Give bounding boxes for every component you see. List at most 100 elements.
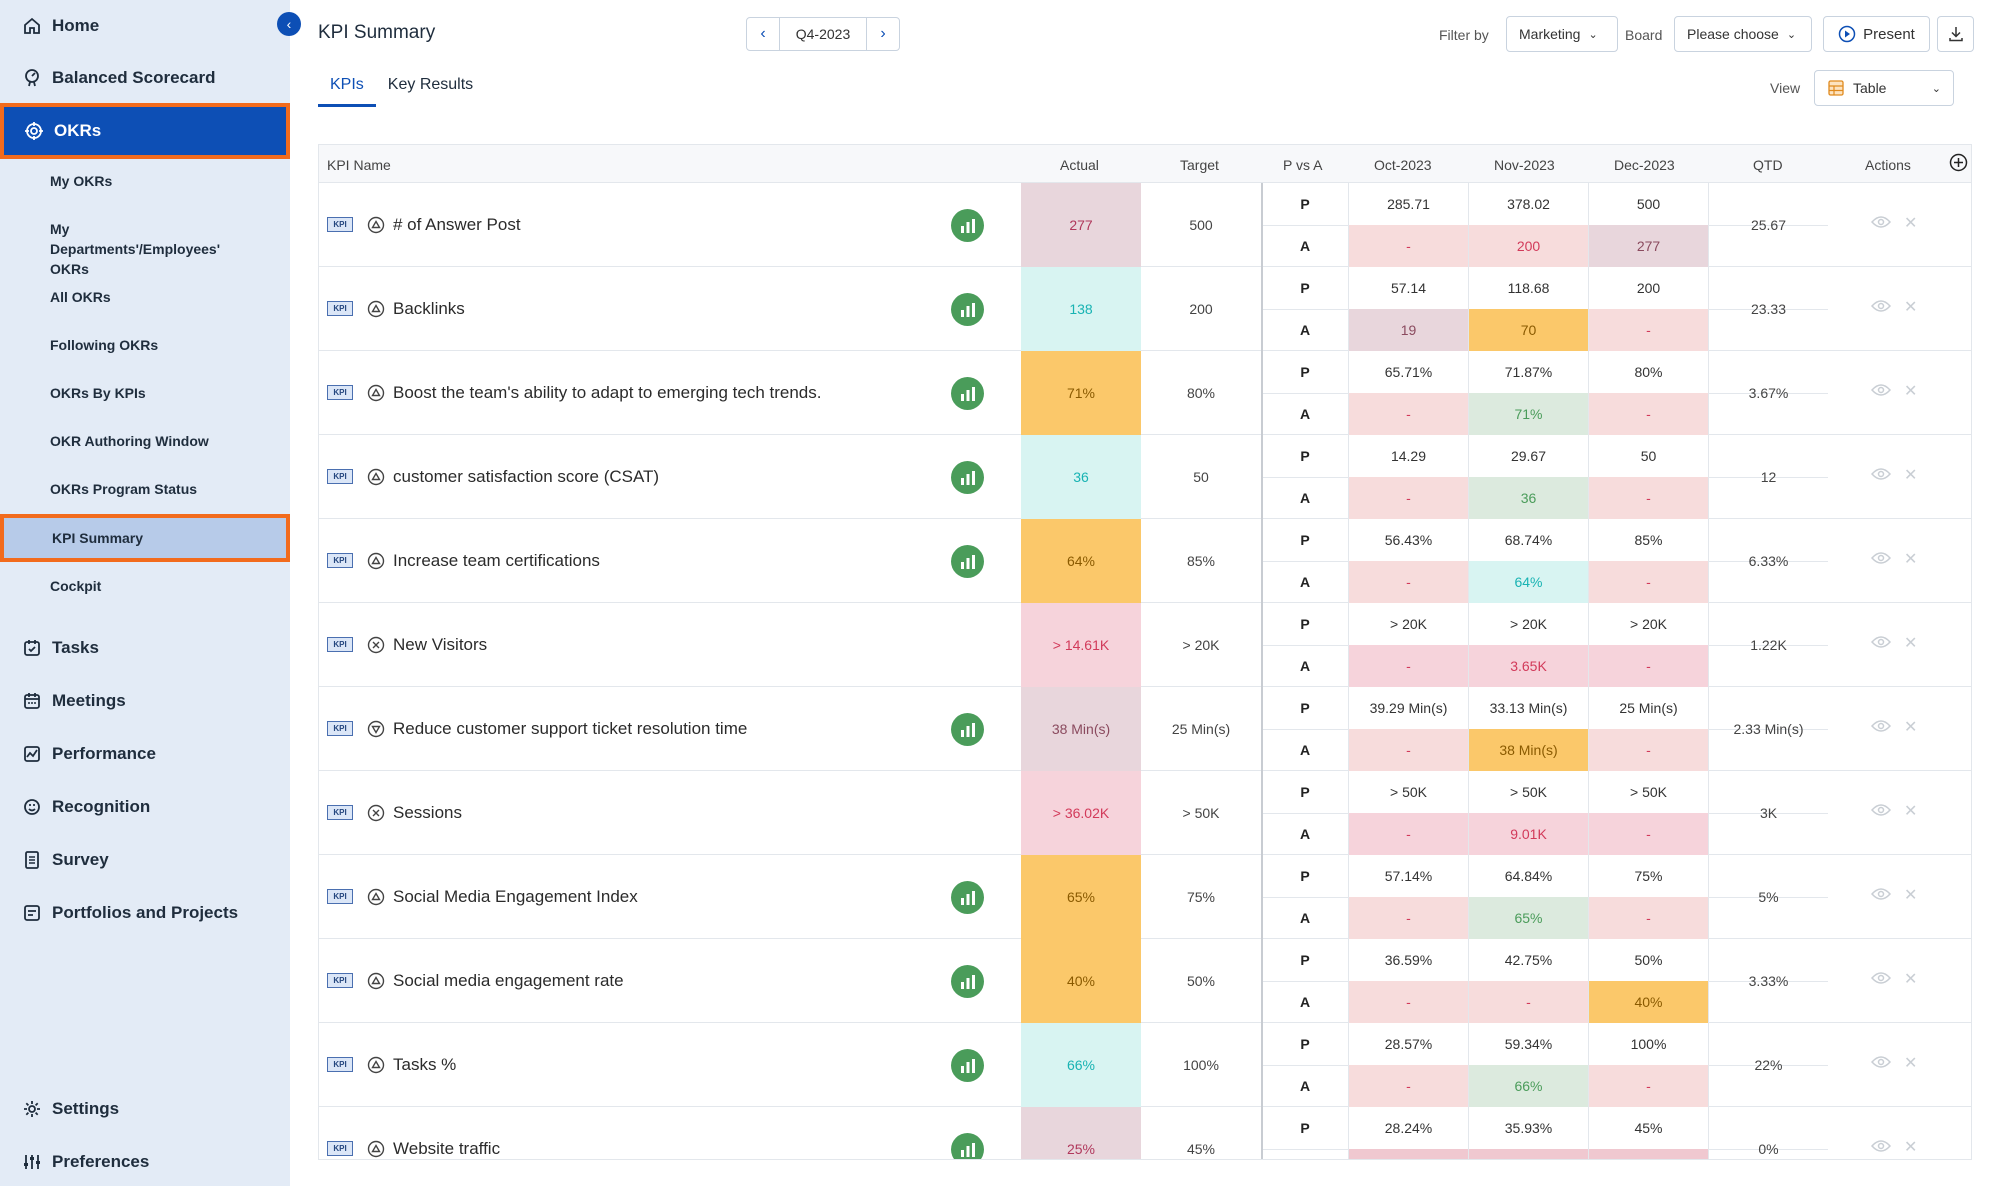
nav-recognition[interactable]: Recognition [0, 781, 290, 833]
close-icon[interactable]: ✕ [1904, 383, 1918, 400]
sub-all-okrs[interactable]: All OKRs [50, 289, 111, 305]
nav-portfolios-projects[interactable]: Portfolios and Projects [0, 887, 290, 939]
sub-my-departments-okrs[interactable]: My Departments'/Employees' OKRs [50, 221, 221, 277]
table-row[interactable]: KPI Social media engagement rate 40% 50% P A 3… [319, 939, 1971, 1023]
eye-icon[interactable] [1870, 551, 1892, 570]
sub-kpi-summary[interactable]: KPI Summary [0, 514, 290, 562]
trend-chart-icon[interactable] [951, 461, 984, 494]
close-icon[interactable]: ✕ [1904, 299, 1918, 316]
sub-okr-authoring-window[interactable]: OKR Authoring Window [50, 433, 209, 449]
eye-icon[interactable] [1870, 1055, 1892, 1074]
table-row[interactable]: KPI Increase team certifications 64% 85% P A 5… [319, 519, 1971, 603]
kpi-name[interactable]: Tasks % [393, 1055, 457, 1074]
kpi-name[interactable]: Website traffic [393, 1139, 501, 1158]
sub-cockpit[interactable]: Cockpit [50, 578, 102, 594]
trend-chart-icon[interactable] [951, 209, 984, 242]
sub-my-okrs[interactable]: My OKRs [50, 173, 113, 189]
sub-following-okrs[interactable]: Following OKRs [50, 337, 159, 353]
tab-kpis[interactable]: KPIs [318, 74, 376, 107]
close-icon[interactable]: ✕ [1904, 1139, 1918, 1156]
table-row[interactable]: KPI Sessions > 36.02K > 50K P A > 50K - > 50K 9.0… [319, 771, 1971, 855]
eye-icon[interactable] [1870, 635, 1892, 654]
board-dropdown[interactable]: Please choose ⌄ [1674, 16, 1812, 52]
eye-icon[interactable] [1870, 1139, 1892, 1158]
kpi-name[interactable]: Social media engagement rate [393, 971, 624, 990]
nav-meetings[interactable]: Meetings [0, 675, 290, 727]
table-row[interactable]: KPI Reduce customer support ticket resolu… [319, 687, 1971, 771]
minimize-direction-icon [367, 720, 385, 738]
actual-cell: 9.01K [1468, 813, 1588, 855]
trend-chart-icon[interactable] [951, 965, 984, 998]
table-row[interactable]: KPI # of Answer Post 277 500 P A 285.71-378.02… [319, 183, 1971, 267]
download-button[interactable] [1937, 16, 1974, 52]
target-value: 100% [1183, 1057, 1219, 1073]
eye-icon[interactable] [1870, 299, 1892, 318]
prev-period-button[interactable]: ‹ [760, 25, 766, 42]
close-icon[interactable]: ✕ [1904, 467, 1918, 484]
eye-icon[interactable] [1870, 467, 1892, 486]
maximize-direction-icon [367, 888, 385, 906]
eye-icon[interactable] [1870, 971, 1892, 990]
kpi-name[interactable]: customer satisfaction score (CSAT) [393, 467, 660, 486]
nav-settings[interactable]: Settings [0, 1083, 290, 1135]
kpi-name[interactable]: Reduce customer support ticket resolutio… [393, 719, 748, 738]
kpi-name[interactable]: Social Media Engagement Index [393, 887, 638, 906]
kpi-name[interactable]: # of Answer Post [393, 215, 521, 234]
tab-key-results[interactable]: Key Results [387, 76, 474, 93]
nav-home[interactable]: Home [0, 0, 290, 52]
table-row[interactable]: KPI customer satisfaction score (CSAT) 36 5… [319, 435, 1971, 519]
trend-chart-icon[interactable] [951, 377, 984, 410]
kpi-name[interactable]: Boost the team's ability to adapt to eme… [393, 383, 822, 402]
plan-cell: 85% [1588, 519, 1708, 561]
close-icon[interactable]: ✕ [1904, 971, 1918, 988]
nav-tasks[interactable]: Tasks [0, 622, 290, 674]
close-icon[interactable]: ✕ [1904, 887, 1918, 904]
table-row[interactable]: KPI Backlinks 138 200 P A 57.14 19 118.68 70 200-2… [319, 267, 1971, 351]
table-row[interactable]: KPI Boost the team's ability to adapt to … [319, 351, 1971, 435]
kpi-name[interactable]: Backlinks [393, 299, 465, 318]
eye-icon[interactable] [1870, 383, 1892, 402]
close-icon[interactable]: ✕ [1904, 551, 1918, 568]
close-icon[interactable]: ✕ [1904, 719, 1918, 736]
eye-icon[interactable] [1870, 719, 1892, 738]
collapse-sidebar-button[interactable]: ‹ [277, 12, 301, 36]
period-value: Q4-2023 [779, 18, 867, 50]
plan-label: P [1300, 700, 1310, 716]
close-icon[interactable]: ✕ [1904, 803, 1918, 820]
trend-chart-icon[interactable] [951, 1049, 984, 1082]
filter-dropdown[interactable]: Marketing ⌄ [1506, 16, 1618, 52]
present-button[interactable]: Present [1823, 16, 1930, 52]
eye-icon[interactable] [1870, 803, 1892, 822]
view-label: View [1770, 80, 1801, 96]
close-icon[interactable]: ✕ [1904, 215, 1918, 232]
nav-okrs[interactable]: OKRs [0, 103, 290, 159]
table-row[interactable]: KPI New Visitors > 14.61K > 20K P A > 20K - > 20… [319, 603, 1971, 687]
nav-balanced-scorecard[interactable]: Balanced Scorecard [0, 52, 290, 104]
kpi-name[interactable]: New Visitors [393, 635, 488, 654]
trend-chart-icon[interactable] [951, 1133, 984, 1159]
nav-preferences[interactable]: Preferences [0, 1136, 290, 1186]
table-row[interactable]: KPI Social Media Engagement Index 65% 75% P A… [319, 855, 1971, 939]
eye-icon[interactable] [1870, 215, 1892, 234]
sub-okrs-program-status[interactable]: OKRs Program Status [50, 481, 198, 497]
trend-chart-icon[interactable] [951, 293, 984, 326]
sub-okrs-by-kpis[interactable]: OKRs By KPIs [50, 385, 146, 401]
add-column-icon[interactable] [1949, 153, 1968, 172]
eye-icon[interactable] [1870, 887, 1892, 906]
nav-performance[interactable]: Performance [0, 728, 290, 780]
table-row[interactable]: KPI Tasks % 66% 100% P A 28.57% -59.34% 66% 100% -… [319, 1023, 1971, 1107]
actual-value: 65% [1021, 855, 1141, 939]
nav-survey[interactable]: Survey [0, 834, 290, 886]
trend-chart-icon[interactable] [951, 713, 984, 746]
kpi-name[interactable]: Increase team certifications [393, 551, 600, 570]
kpi-name[interactable]: Sessions [393, 803, 462, 822]
trend-chart-icon[interactable] [951, 881, 984, 914]
view-dropdown[interactable]: Table ⌄ [1814, 70, 1954, 106]
trend-chart-icon[interactable] [951, 545, 984, 578]
actual-cell: 71% [1468, 393, 1588, 435]
actual-cell [1588, 1149, 1708, 1159]
close-icon[interactable]: ✕ [1904, 1055, 1918, 1072]
next-period-button[interactable]: › [880, 25, 886, 42]
close-icon[interactable]: ✕ [1904, 635, 1918, 652]
